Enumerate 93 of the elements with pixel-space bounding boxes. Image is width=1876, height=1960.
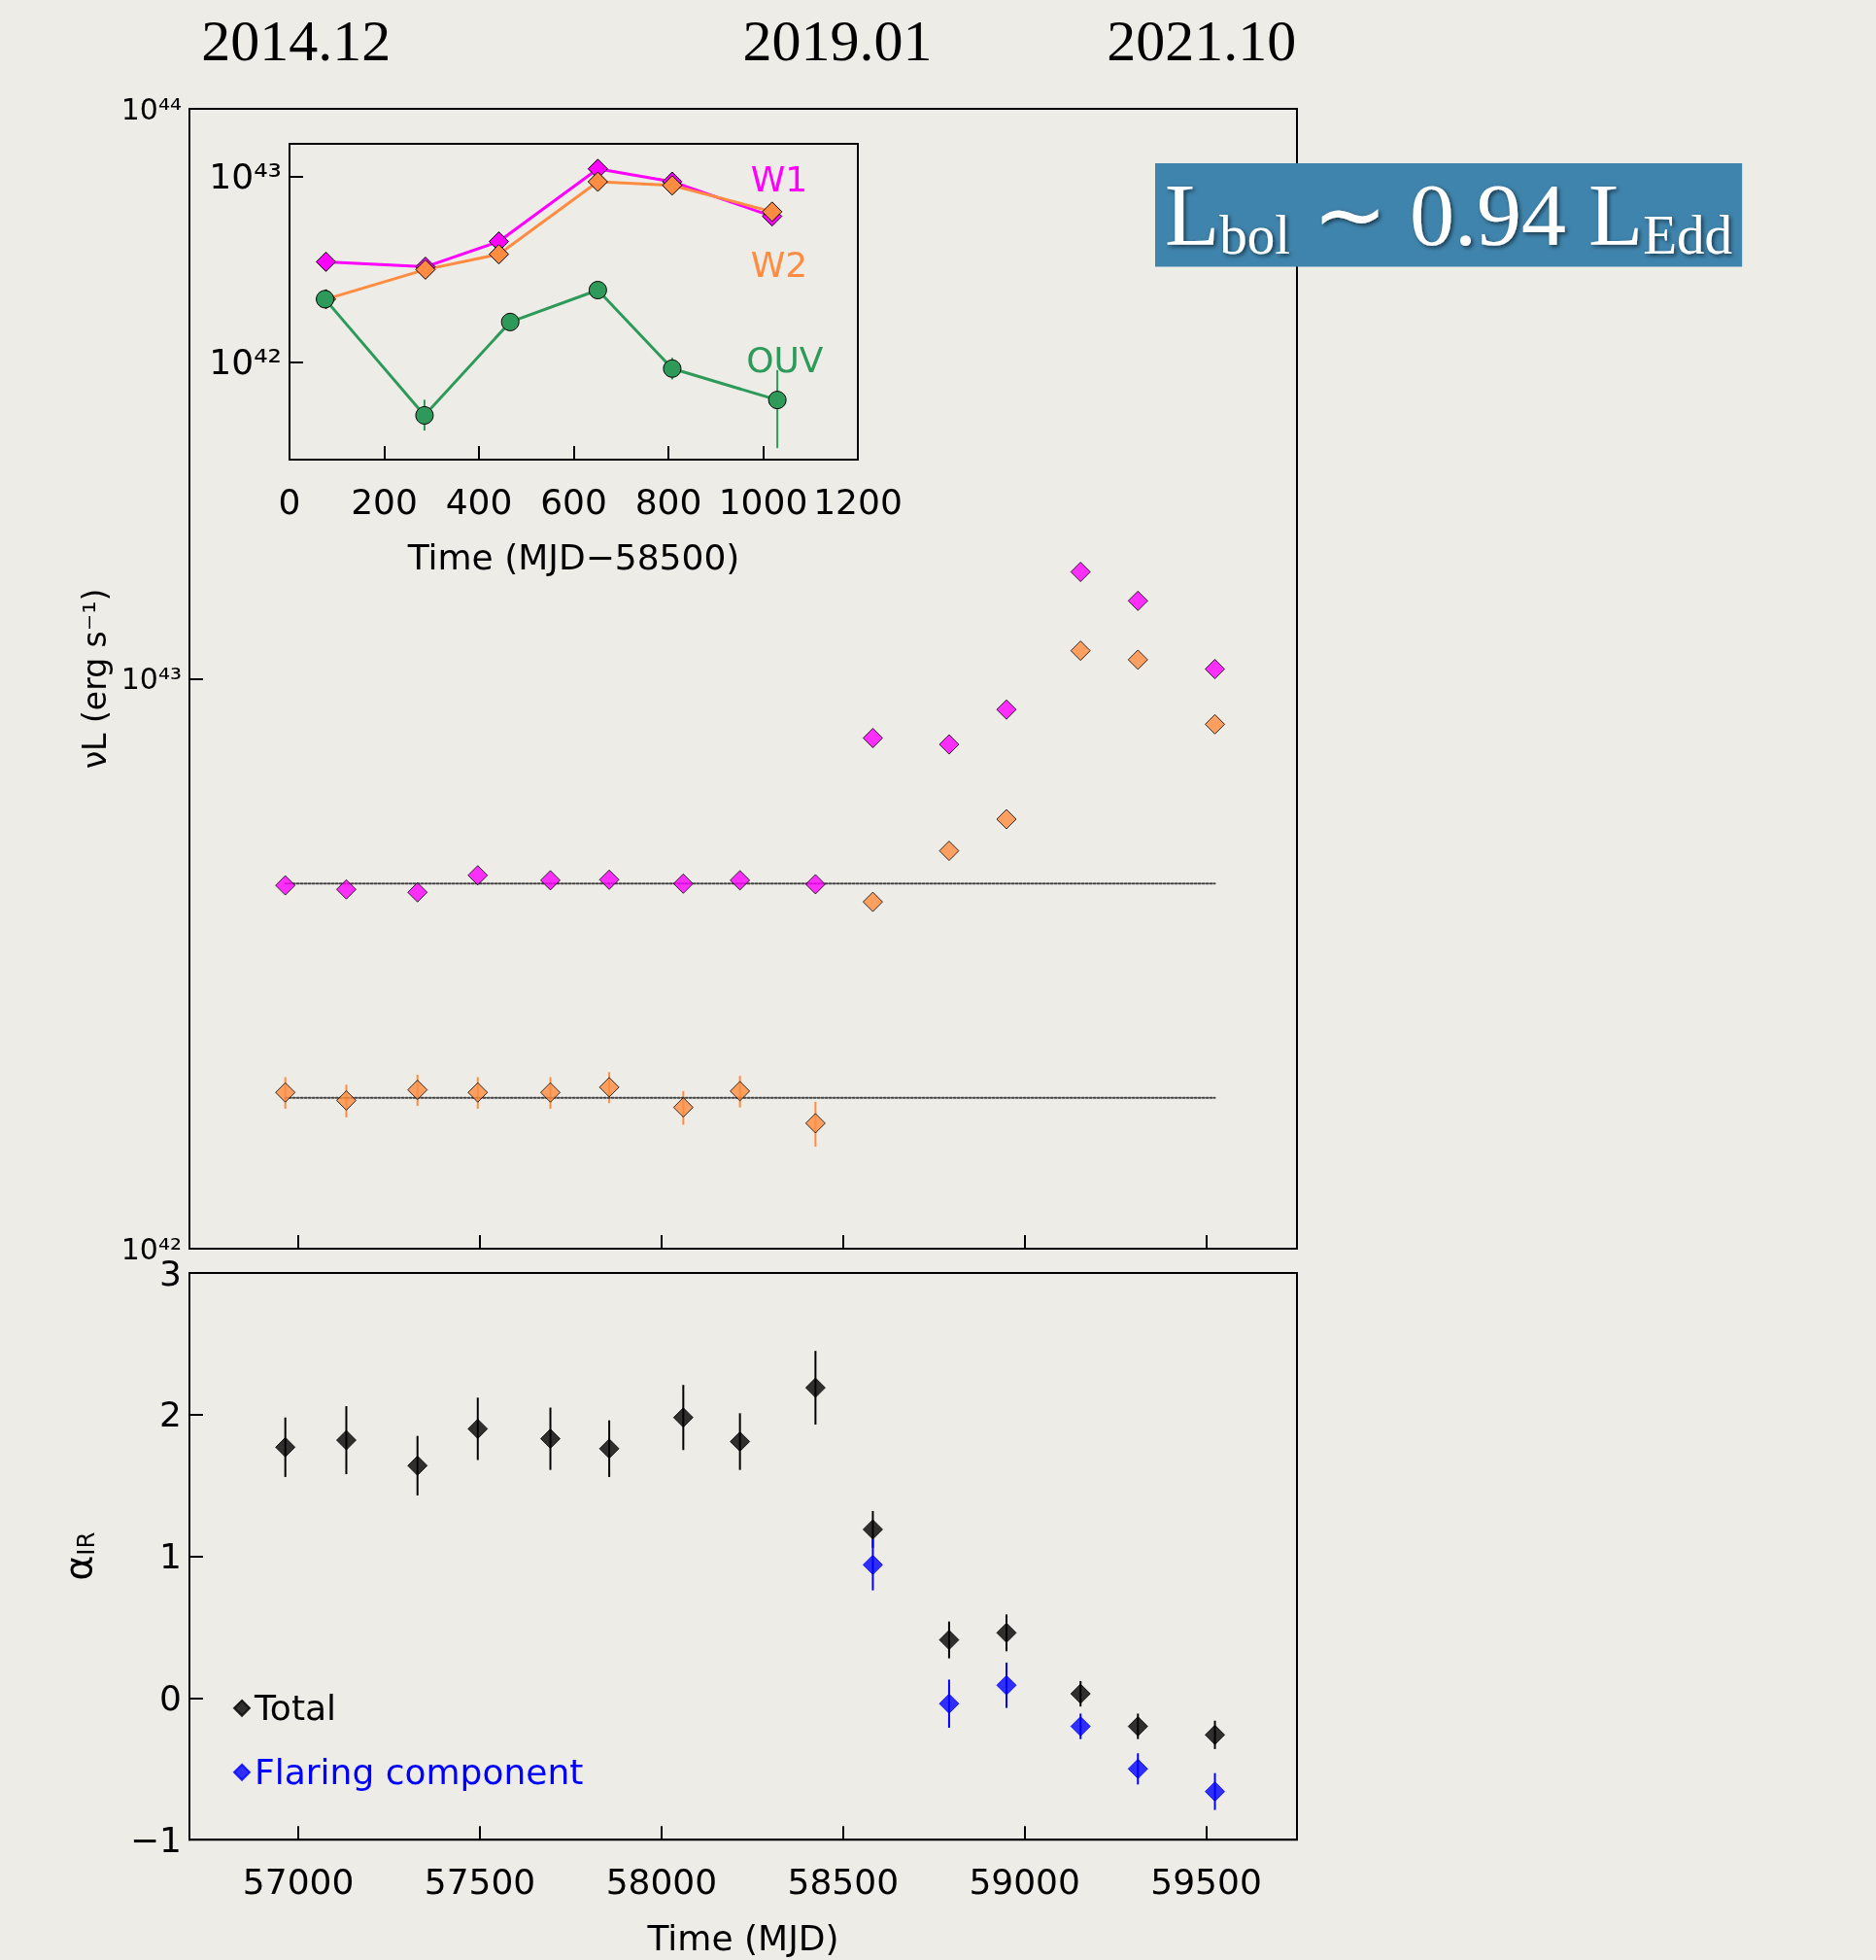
point xyxy=(1070,1716,1091,1737)
y-tick-label: 10⁴³ xyxy=(209,156,282,197)
point xyxy=(500,312,520,331)
point xyxy=(467,1418,489,1439)
point xyxy=(730,1431,751,1452)
point xyxy=(804,874,826,895)
x-tick-label: 1000 xyxy=(718,481,808,522)
point xyxy=(415,405,434,425)
point xyxy=(316,251,337,272)
point xyxy=(1127,590,1148,611)
point xyxy=(804,1377,826,1398)
annotation: Lbol ∼ 0.94 LEdd xyxy=(1165,165,1733,266)
point xyxy=(1127,1758,1148,1779)
series-label: W1 xyxy=(750,159,808,200)
point xyxy=(335,1429,357,1451)
point xyxy=(335,1089,357,1111)
point xyxy=(804,1113,826,1134)
y-axis-title: αIR xyxy=(54,1531,101,1581)
series-label: OUV xyxy=(746,340,824,381)
point xyxy=(540,1428,562,1450)
legend-label: Total xyxy=(254,1688,337,1729)
point xyxy=(672,873,694,894)
point xyxy=(1205,1781,1226,1803)
point xyxy=(1070,1683,1091,1704)
x-tick-label: 58500 xyxy=(787,1861,900,1902)
point xyxy=(672,1407,694,1428)
point xyxy=(488,244,509,265)
point xyxy=(1127,649,1148,671)
point xyxy=(862,1554,883,1575)
y-tick-label: 10⁴² xyxy=(209,342,282,383)
x-tick-label: 800 xyxy=(634,481,702,522)
point xyxy=(996,808,1017,830)
y-tick-label: 10⁴⁴ xyxy=(120,91,182,126)
point xyxy=(598,869,620,890)
point xyxy=(540,870,562,891)
x-axis-title: Time (MJD) xyxy=(646,1917,839,1958)
point xyxy=(996,1674,1017,1696)
x-tick-label: 57000 xyxy=(242,1861,355,1902)
y-tick-label: 0 xyxy=(159,1677,182,1718)
point xyxy=(862,728,883,749)
point xyxy=(335,878,357,900)
point xyxy=(1070,562,1091,583)
y-tick-label: 1 xyxy=(159,1536,182,1577)
y-tick-label: −1 xyxy=(129,1819,182,1860)
point xyxy=(938,734,960,755)
point xyxy=(730,1081,751,1102)
point xyxy=(1205,713,1226,735)
legend-label: Flaring component xyxy=(255,1752,584,1793)
x-tick-label: 59500 xyxy=(1150,1861,1262,1902)
point xyxy=(938,841,960,862)
x-tick-label: 200 xyxy=(351,481,418,522)
point xyxy=(540,1082,562,1103)
point xyxy=(467,1082,489,1103)
x-axis-title: Time (MJD−58500) xyxy=(406,537,740,578)
series-label: W2 xyxy=(750,245,808,286)
point xyxy=(275,1436,296,1458)
x-tick-label: 57500 xyxy=(424,1861,536,1902)
point xyxy=(1205,659,1226,680)
x-tick-label: 58000 xyxy=(605,1861,718,1902)
point xyxy=(598,1438,620,1460)
point xyxy=(275,875,296,896)
x-tick-label: 1200 xyxy=(813,481,903,522)
point xyxy=(938,1693,960,1714)
point xyxy=(767,391,787,410)
point xyxy=(1127,1716,1148,1737)
point xyxy=(996,699,1017,720)
y-axis-title: νL (erg s⁻¹) xyxy=(75,588,114,770)
point xyxy=(862,891,883,912)
point xyxy=(672,1097,694,1118)
point xyxy=(467,865,489,886)
x2-tick-label: 2021.10 xyxy=(1107,9,1297,73)
x2-tick-label: 2019.01 xyxy=(742,9,933,73)
point xyxy=(730,870,751,891)
x-tick-label: 59000 xyxy=(969,1861,1080,1902)
x-tick-label: 400 xyxy=(445,481,513,522)
point xyxy=(407,1080,428,1101)
point xyxy=(407,1455,428,1476)
y-tick-label: 2 xyxy=(159,1394,182,1435)
point xyxy=(275,1082,296,1103)
point xyxy=(1070,640,1091,662)
point xyxy=(762,201,783,223)
point xyxy=(862,1519,883,1540)
point xyxy=(407,881,428,903)
point xyxy=(598,1077,620,1098)
point xyxy=(938,1630,960,1651)
y-tick-label: 10⁴³ xyxy=(120,662,182,696)
point xyxy=(996,1622,1017,1643)
point xyxy=(1205,1724,1226,1745)
point xyxy=(588,281,607,300)
point xyxy=(587,171,608,192)
point xyxy=(663,359,682,378)
x2-tick-label: 2014.12 xyxy=(201,9,392,73)
x-tick-label: 600 xyxy=(540,481,607,522)
